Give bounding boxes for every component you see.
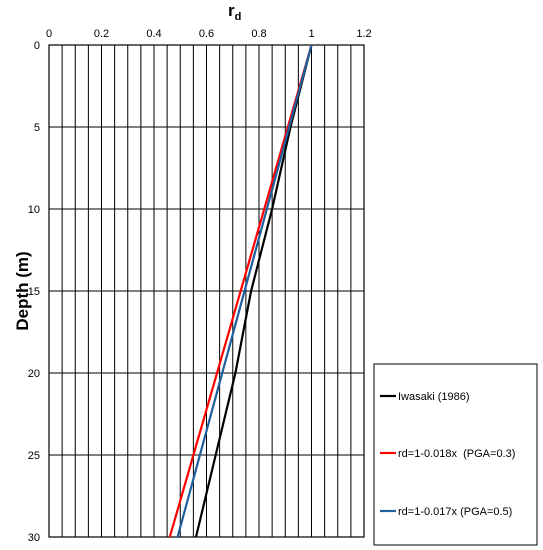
series-line-3	[176, 44, 313, 538]
series-lines	[168, 44, 313, 538]
y-tick-label: 5	[34, 122, 40, 134]
legend-label-3: rd=1-0.017x (PGA=0.5)	[398, 506, 512, 518]
plot-frame	[48, 44, 365, 538]
x-tick-label: 0.4	[146, 28, 161, 40]
y-tick-label: 25	[28, 450, 40, 462]
legend-label-2: rd=1-0.018x (PGA=0.3)	[398, 448, 515, 460]
x-tick-label: 0.8	[251, 28, 266, 40]
y-tick-label: 15	[28, 286, 40, 298]
tick-labels: 0 0.2 0.4 0.6 0.8 1 1.2 0 5 10 15 20 25 30	[28, 28, 372, 544]
series-line-1	[194, 44, 313, 538]
x-axis-title: rd	[228, 1, 241, 23]
y-tick-label: 0	[34, 40, 40, 52]
legend-label-1: Iwasaki (1986)	[398, 391, 470, 403]
x-tick-label: 1.2	[356, 28, 371, 40]
x-axis-title-subscript: d	[235, 11, 242, 23]
y-tick-label: 10	[28, 204, 40, 216]
legend-box	[373, 363, 538, 546]
y-tick-label: 30	[28, 532, 40, 544]
x-tick-label: 1	[308, 28, 314, 40]
x-axis-title-main: r	[228, 1, 235, 20]
series-line-2	[168, 44, 313, 538]
x-tick-label: 0.2	[94, 28, 109, 40]
y-tick-label: 20	[28, 368, 40, 380]
grid	[48, 44, 365, 538]
x-tick-label: 0.6	[199, 28, 214, 40]
legend-entries: Iwasaki (1986) rd=1-0.018x (PGA=0.3) rd=1-…	[380, 391, 515, 518]
y-axis-title: Depth (m)	[13, 251, 32, 330]
legend: Iwasaki (1986) rd=1-0.018x (PGA=0.3) rd=1-…	[373, 363, 538, 546]
x-tick-label: 0	[46, 28, 52, 40]
